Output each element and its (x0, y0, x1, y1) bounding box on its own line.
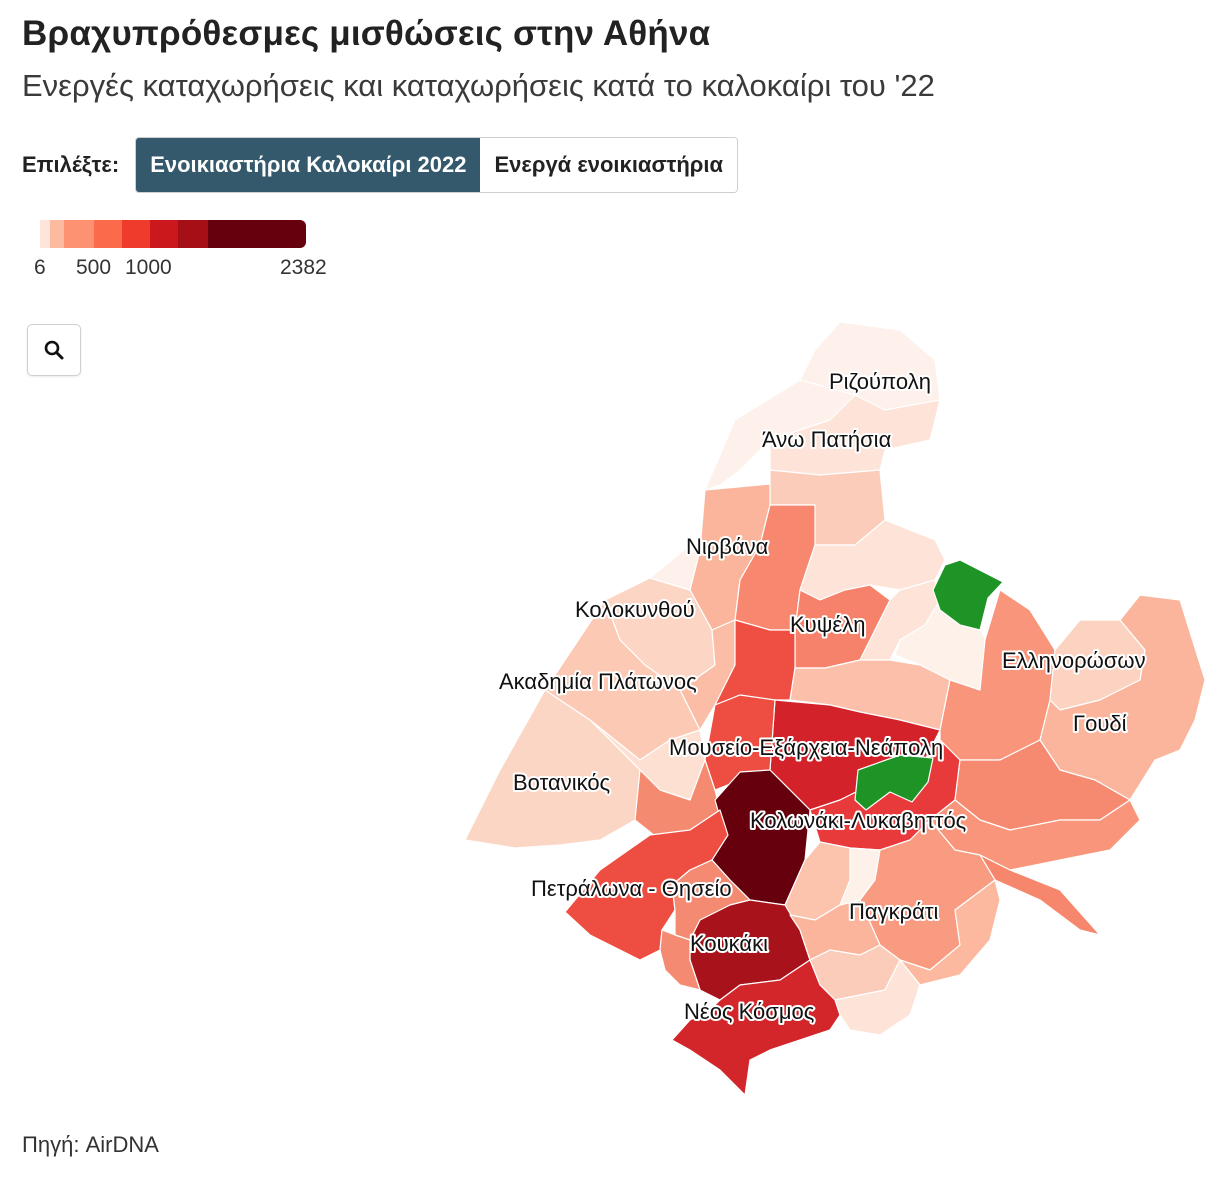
search-icon (44, 340, 64, 360)
label-exarcheia: Μουσείο-Εξάρχεια-Νεάπολη (669, 735, 943, 760)
label-pagkrati: Παγκράτι (849, 899, 939, 924)
page-title: Βραχυπρόθεσμες μισθώσεις στην Αθήνα (22, 14, 711, 53)
park-tourkovounia[interactable] (932, 559, 1004, 631)
legend-tick-500: 500 (76, 256, 112, 279)
map-labels: Ριζούπολη Άνω Πατήσια Νιρβάνα Κολοκυνθού… (497, 367, 1148, 1026)
legend-tick-min: 6 (34, 256, 46, 279)
label-ano-patisia: Άνω Πατήσια (762, 427, 892, 452)
toggle-active-listings[interactable]: Ενεργά ενοικιαστήρια (480, 138, 738, 192)
label-petralona: Πετράλωνα - Θησείο (531, 876, 732, 901)
label-akadimia-platonos: Ακαδημία Πλάτωνος (499, 669, 697, 694)
toggle-summer-2022[interactable]: Ενοικιαστήρια Καλοκαίρι 2022 (136, 138, 481, 192)
selector-label: Επιλέξτε: (22, 152, 120, 177)
label-rizoupoli: Ριζούπολη (829, 369, 931, 394)
page-subtitle: Ενεργές καταχωρήσεις και καταχωρήσεις κα… (22, 68, 935, 103)
area-south-east[interactable] (834, 959, 921, 1036)
source-note: Πηγή: AirDNA (22, 1132, 159, 1157)
label-nirvana: Νιρβάνα (686, 534, 769, 559)
legend-swatch-3 (64, 220, 94, 248)
area-north-small[interactable] (649, 544, 701, 591)
area-ilisia-tail[interactable] (979, 854, 1101, 936)
legend-swatch-7 (178, 220, 208, 248)
area-pagkrati-south[interactable] (899, 879, 1001, 986)
legend-color-bar (40, 220, 306, 248)
label-koukaki: Κουκάκι (690, 931, 768, 956)
label-kolokynthou: Κολοκυνθού (575, 597, 695, 622)
area-neos-kosmos[interactable] (671, 959, 841, 1096)
color-legend: 6 500 1000 2382 (34, 220, 340, 284)
dataset-selector: Επιλέξτε: Ενοικιαστήρια Καλοκαίρι 2022 Ε… (22, 137, 739, 193)
toggle-group: Ενοικιαστήρια Καλοκαίρι 2022 Ενεργά ενοι… (135, 137, 739, 193)
legend-swatch-4 (94, 220, 122, 248)
label-kolonaki: Κολωνάκι-Λυκαβηττός (750, 808, 966, 833)
search-button[interactable] (27, 324, 81, 376)
area-koukaki-west[interactable] (659, 929, 701, 991)
legend-tick-max: 2382 (280, 256, 327, 279)
legend-swatch-1 (40, 220, 50, 248)
label-ellinoroson: Ελληνορώσων (1002, 648, 1146, 673)
label-neos-kosmos: Νέος Κόσμος (684, 999, 814, 1024)
legend-swatch-8 (208, 220, 306, 248)
label-kypseli: Κυψέλη (790, 612, 865, 637)
legend-swatch-2 (50, 220, 64, 248)
legend-swatch-6 (150, 220, 178, 248)
legend-swatch-5 (122, 220, 150, 248)
legend-tick-1000: 1000 (125, 256, 172, 279)
park-pedion-areos[interactable] (854, 754, 934, 811)
label-votanikos: Βοτανικός (513, 770, 610, 795)
label-goudi: Γουδί (1073, 711, 1127, 736)
